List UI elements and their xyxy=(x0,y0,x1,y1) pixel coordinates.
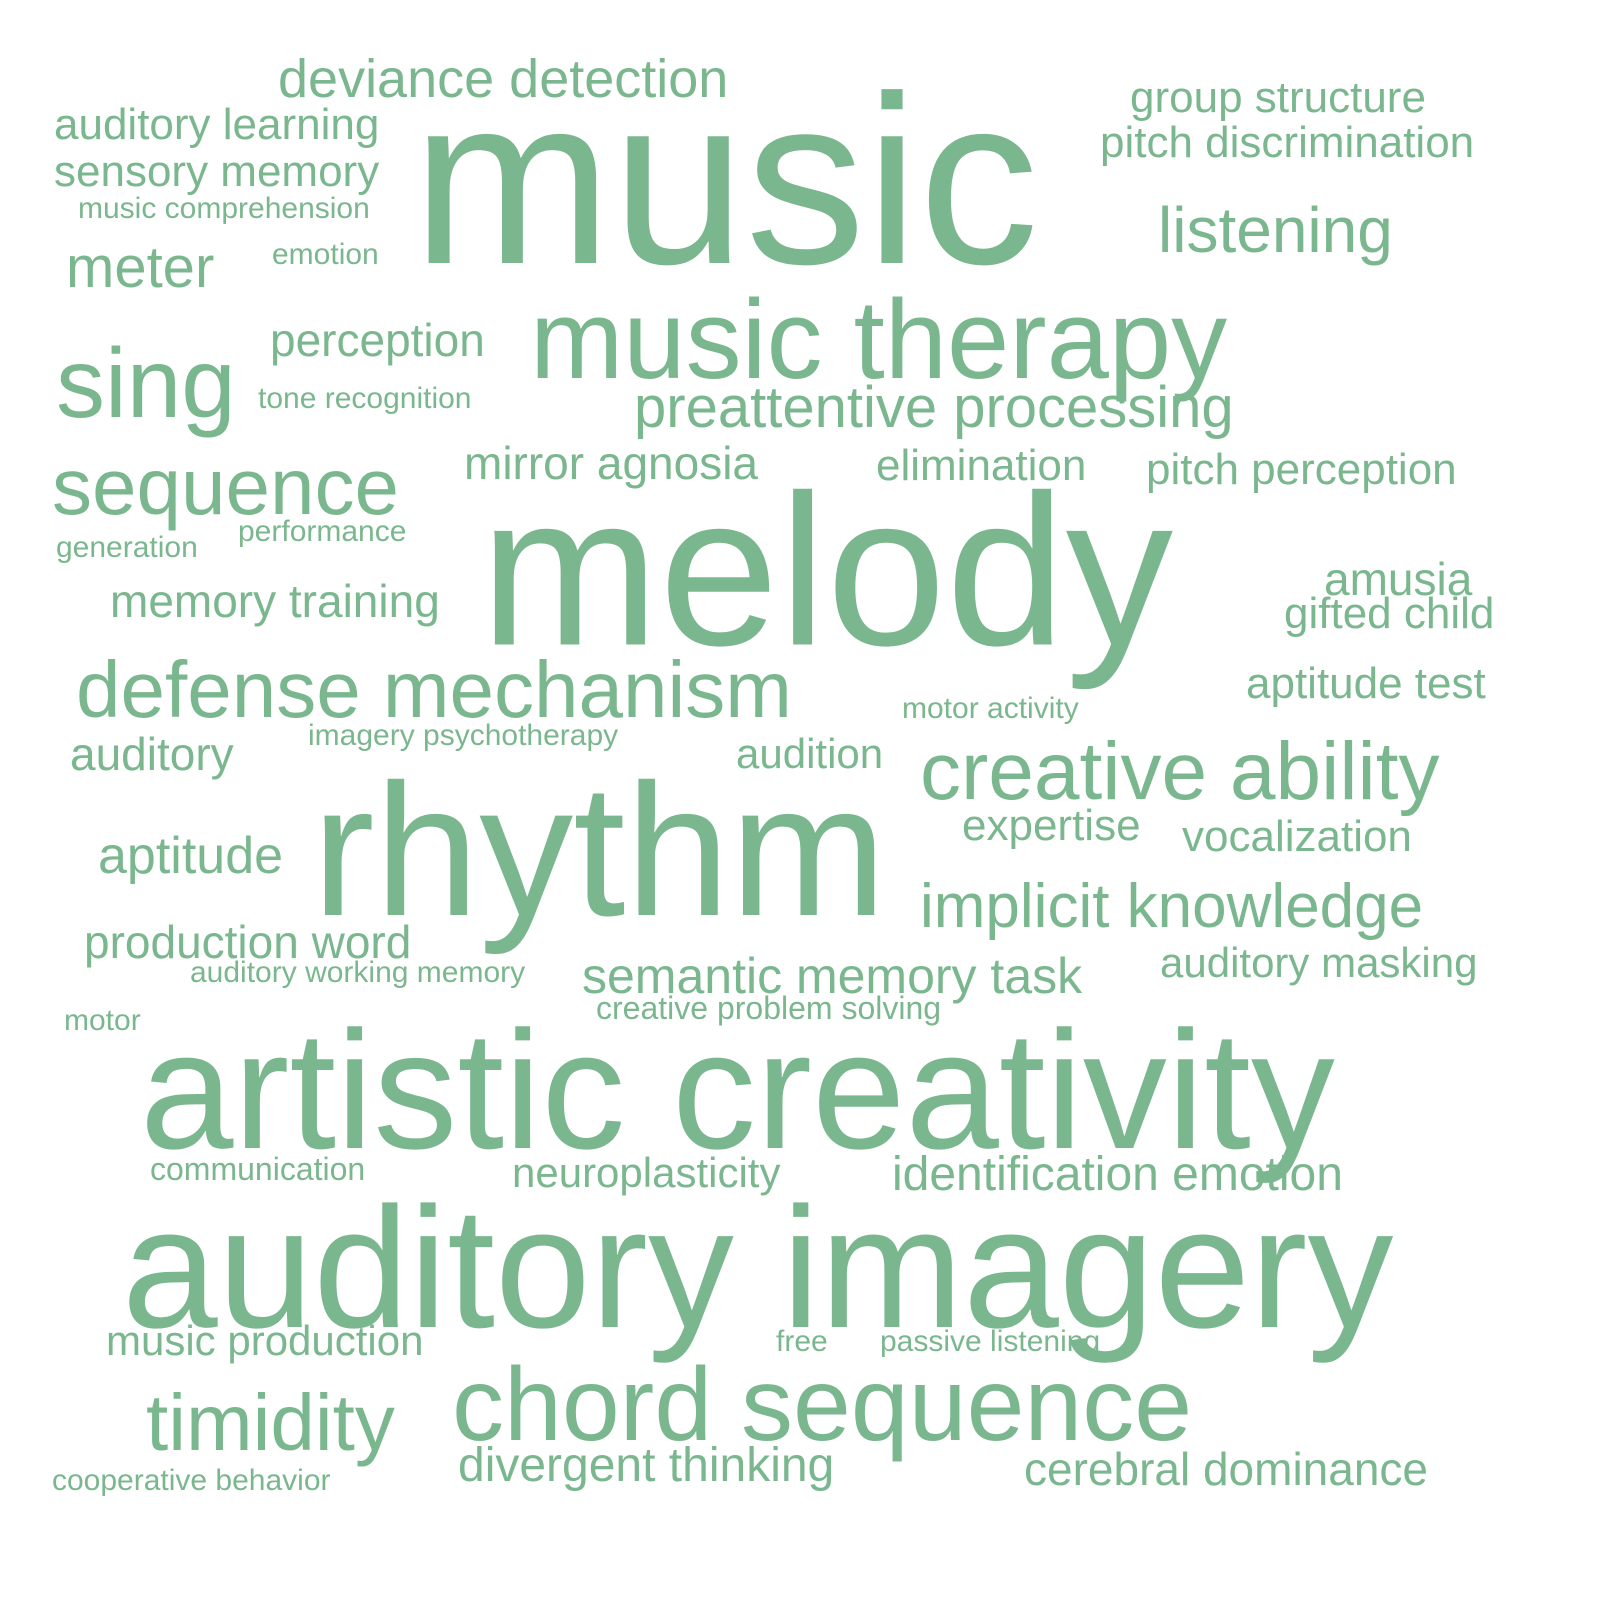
word-identification-emotion: identification emotion xyxy=(892,1148,1343,1201)
word-deviance-detection: deviance detection xyxy=(278,49,729,109)
word-auditory: auditory xyxy=(70,728,234,780)
word-melody: melody xyxy=(480,449,1174,691)
word-timidity: timidity xyxy=(146,1378,395,1467)
word-performance: performance xyxy=(238,515,407,548)
word-sequence: sequence xyxy=(52,442,399,531)
word-artistic-creativity: artistic creativity xyxy=(140,996,1335,1184)
word-music: music xyxy=(412,46,1039,314)
word-neuroplasticity: neuroplasticity xyxy=(512,1149,781,1196)
word-pitch-discrimination: pitch discrimination xyxy=(1100,118,1475,167)
word-divergent-thinking: divergent thinking xyxy=(458,1439,835,1492)
word-vocalization: vocalization xyxy=(1182,812,1412,861)
word-music-comprehension: music comprehension xyxy=(78,192,370,225)
word-chord-sequence: chord sequence xyxy=(452,1347,1193,1463)
word-motor-activity: motor activity xyxy=(902,692,1079,725)
word-auditory-working-memory: auditory working memory xyxy=(190,956,526,989)
word-creative-problem-solving: creative problem solving xyxy=(596,990,942,1026)
word-production-word: production word xyxy=(84,916,412,968)
word-rhythm: rhythm xyxy=(312,745,887,955)
word-memory-training: memory training xyxy=(110,575,440,627)
word-music-production: music production xyxy=(106,1317,424,1364)
word-motor: motor xyxy=(64,1004,141,1037)
word-aptitude-test: aptitude test xyxy=(1246,659,1486,708)
word-communication: communication xyxy=(150,1151,366,1187)
word-pitch-perception: pitch perception xyxy=(1146,445,1457,494)
word-expertise: expertise xyxy=(962,801,1141,850)
word-auditory-masking: auditory masking xyxy=(1160,939,1478,986)
word-auditory-imagery: auditory imagery xyxy=(122,1172,1394,1364)
word-perception: perception xyxy=(270,314,485,366)
word-gifted-child: gifted child xyxy=(1284,589,1495,638)
word-aptitude: aptitude xyxy=(98,827,284,885)
word-meter: meter xyxy=(66,235,215,300)
word-free: free xyxy=(776,1325,828,1358)
word-passive-listening: passive listening xyxy=(880,1325,1101,1358)
word-sing: sing xyxy=(56,328,236,438)
word-auditory-learning: auditory learning xyxy=(54,100,380,149)
word-emotion: emotion xyxy=(272,238,379,271)
word-listening: listening xyxy=(1158,194,1393,266)
word-sensory-memory: sensory memory xyxy=(54,147,380,196)
word-defense-mechanism: defense mechanism xyxy=(76,645,792,734)
word-cooperative-behavior: cooperative behavior xyxy=(52,1464,331,1497)
word-generation: generation xyxy=(56,531,198,564)
word-preattentive-processing: preattentive processing xyxy=(634,375,1234,440)
word-semantic-memory-task: semantic memory task xyxy=(582,948,1083,1004)
word-mirror-agnosia: mirror agnosia xyxy=(464,437,758,489)
word-amusia: amusia xyxy=(1324,553,1473,605)
word-audition: audition xyxy=(736,730,884,777)
word-implicit-knowledge: implicit knowledge xyxy=(920,872,1424,941)
word-elimination: elimination xyxy=(876,441,1087,490)
word-tone-recognition: tone recognition xyxy=(258,382,472,415)
word-creative-ability: creative ability xyxy=(920,726,1440,817)
word-music-therapy: music therapy xyxy=(530,277,1228,402)
word-group-structure: group structure xyxy=(1130,73,1426,122)
word-imagery-psychotherapy: imagery psychotherapy xyxy=(308,719,619,752)
word-cerebral-dominance: cerebral dominance xyxy=(1024,1443,1429,1495)
